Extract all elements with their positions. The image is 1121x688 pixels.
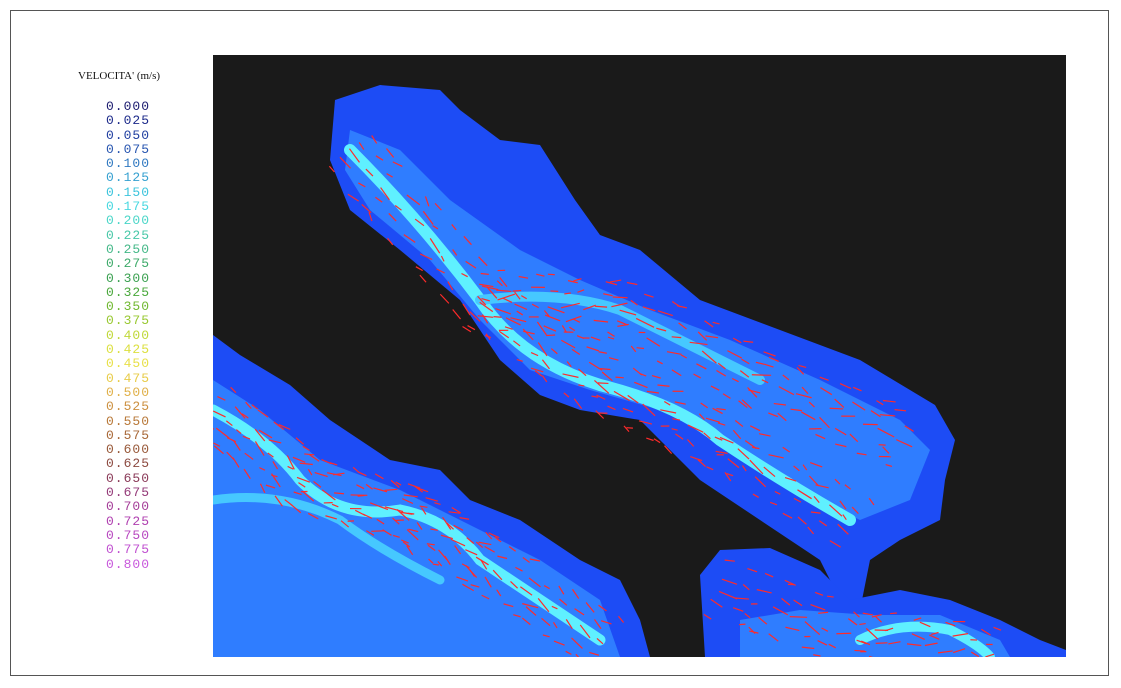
velocity-arrow (888, 660, 901, 661)
velocity-arrow (334, 493, 344, 494)
velocity-arrow (546, 335, 555, 336)
velocity-arrow (615, 377, 623, 378)
velocity-arrow (906, 672, 914, 673)
velocity-arrow (548, 274, 555, 275)
velocity-arrow (915, 661, 926, 665)
velocity-arrow (939, 661, 947, 662)
velocity-arrow (637, 348, 644, 349)
velocity-arrow (893, 669, 899, 670)
velocity-arrow (790, 617, 807, 618)
velocity-arrow (494, 317, 502, 318)
velocity-arrow (866, 667, 872, 669)
velocity-arrow (837, 658, 849, 659)
velocity-arrow (962, 680, 970, 682)
velocity-arrow (969, 671, 977, 672)
velocity-arrow (201, 435, 209, 439)
velocity-arrow (752, 375, 771, 376)
velocity-arrow (613, 297, 628, 298)
velocity-arrow (948, 677, 956, 680)
velocity-arrow (890, 613, 897, 614)
velocity-arrow (876, 643, 888, 644)
velocity-arrow (827, 596, 834, 597)
velocity-arrow (600, 369, 610, 370)
velocity-arrow (980, 668, 987, 671)
velocity-map (0, 0, 1121, 688)
velocity-arrow (204, 424, 214, 429)
velocity-arrow (869, 657, 885, 662)
velocity-arrow (358, 495, 365, 496)
velocity-arrow (672, 337, 682, 338)
velocity-arrow (945, 663, 954, 668)
page: VELOCITA' (m/s) 0.0000.0250.0500.0750.10… (0, 0, 1121, 688)
velocity-arrow (513, 291, 521, 292)
velocity-arrow (959, 683, 967, 685)
velocity-arrow (830, 408, 843, 409)
velocity-arrow (841, 661, 850, 667)
velocity-arrow (911, 675, 922, 679)
velocity-arrow (408, 513, 414, 514)
velocity-arrow (854, 650, 864, 651)
velocity-arrow (859, 624, 865, 625)
velocity-arrow (598, 383, 609, 384)
velocity-arrow (433, 564, 439, 565)
